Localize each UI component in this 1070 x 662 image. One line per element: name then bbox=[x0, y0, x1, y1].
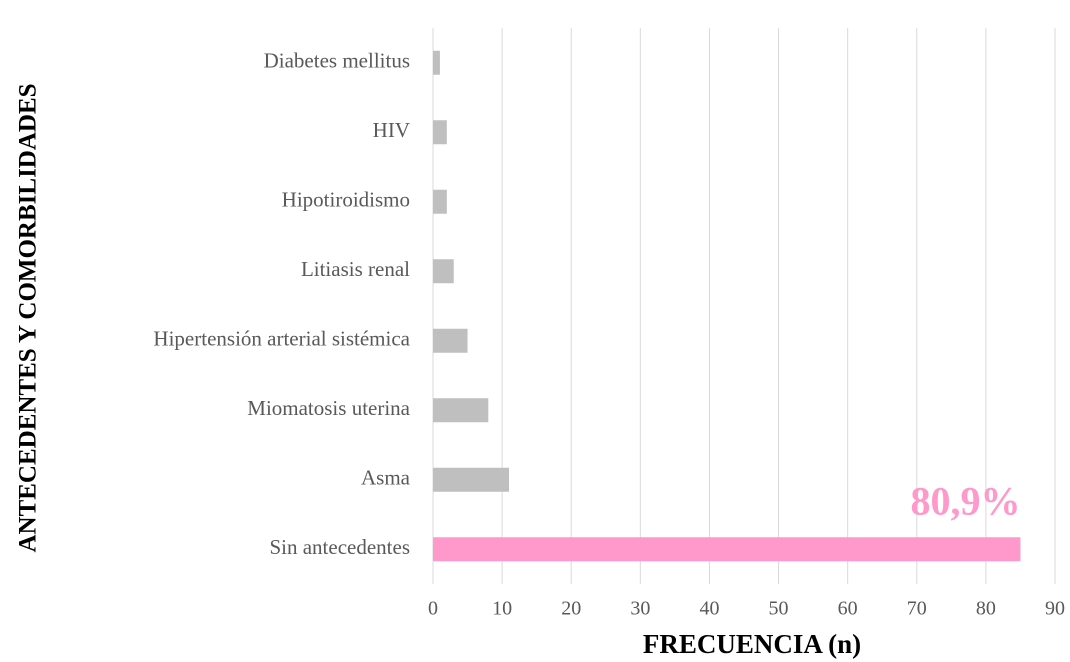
bar bbox=[433, 398, 489, 423]
y-tick-label: Litiasis renal bbox=[301, 257, 410, 281]
bar bbox=[433, 259, 454, 284]
y-axis-title: ANTECEDENTES Y COMORBILIDADES bbox=[15, 83, 42, 552]
x-tick-label: 30 bbox=[630, 598, 650, 620]
x-tick-label: 60 bbox=[838, 598, 858, 620]
y-tick-label: Hipotiroidismo bbox=[282, 188, 410, 212]
bar bbox=[433, 120, 447, 145]
annotation: 80,9% bbox=[910, 478, 1020, 523]
y-tick-label: Diabetes mellitus bbox=[264, 49, 410, 73]
x-tick-label: 70 bbox=[907, 598, 927, 620]
y-tick-label: Hipertensión arterial sistémica bbox=[153, 327, 410, 351]
y-tick-label: HIV bbox=[373, 118, 410, 142]
x-tick-label: 80 bbox=[976, 598, 996, 620]
bar bbox=[433, 189, 447, 214]
bar bbox=[433, 467, 510, 492]
x-tick-label: 20 bbox=[561, 598, 581, 620]
x-tick-label: 50 bbox=[769, 598, 789, 620]
y-tick-label: Miomatosis uterina bbox=[247, 396, 410, 420]
x-tick-label: 10 bbox=[492, 598, 512, 620]
x-axis-title: FRECUENCIA (n) bbox=[643, 629, 861, 659]
bar bbox=[433, 537, 1021, 562]
bar bbox=[433, 50, 440, 75]
x-tick-label: 40 bbox=[699, 598, 719, 620]
x-tick-label: 0 bbox=[428, 598, 438, 620]
y-tick-label: Sin antecedentes bbox=[269, 535, 410, 559]
y-tick-label: Asma bbox=[361, 466, 411, 490]
bar bbox=[433, 328, 468, 353]
x-tick-label: 90 bbox=[1045, 598, 1065, 620]
